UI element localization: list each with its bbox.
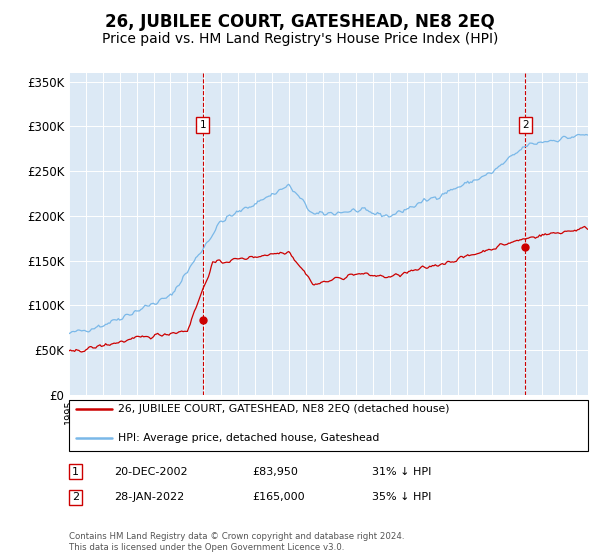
Text: 28-JAN-2022: 28-JAN-2022 [114, 492, 184, 502]
Text: 20-DEC-2002: 20-DEC-2002 [114, 466, 188, 477]
Text: £165,000: £165,000 [252, 492, 305, 502]
Text: Price paid vs. HM Land Registry's House Price Index (HPI): Price paid vs. HM Land Registry's House … [102, 32, 498, 46]
Text: 31% ↓ HPI: 31% ↓ HPI [372, 466, 431, 477]
Text: 26, JUBILEE COURT, GATESHEAD, NE8 2EQ: 26, JUBILEE COURT, GATESHEAD, NE8 2EQ [105, 13, 495, 31]
Text: 1: 1 [200, 120, 206, 130]
Text: £83,950: £83,950 [252, 466, 298, 477]
Text: Contains HM Land Registry data © Crown copyright and database right 2024.
This d: Contains HM Land Registry data © Crown c… [69, 532, 404, 552]
Text: 26, JUBILEE COURT, GATESHEAD, NE8 2EQ (detached house): 26, JUBILEE COURT, GATESHEAD, NE8 2EQ (d… [118, 404, 450, 414]
Text: 2: 2 [72, 492, 79, 502]
Text: 35% ↓ HPI: 35% ↓ HPI [372, 492, 431, 502]
Text: 1: 1 [72, 466, 79, 477]
Text: 2: 2 [522, 120, 529, 130]
Text: HPI: Average price, detached house, Gateshead: HPI: Average price, detached house, Gate… [118, 433, 380, 443]
